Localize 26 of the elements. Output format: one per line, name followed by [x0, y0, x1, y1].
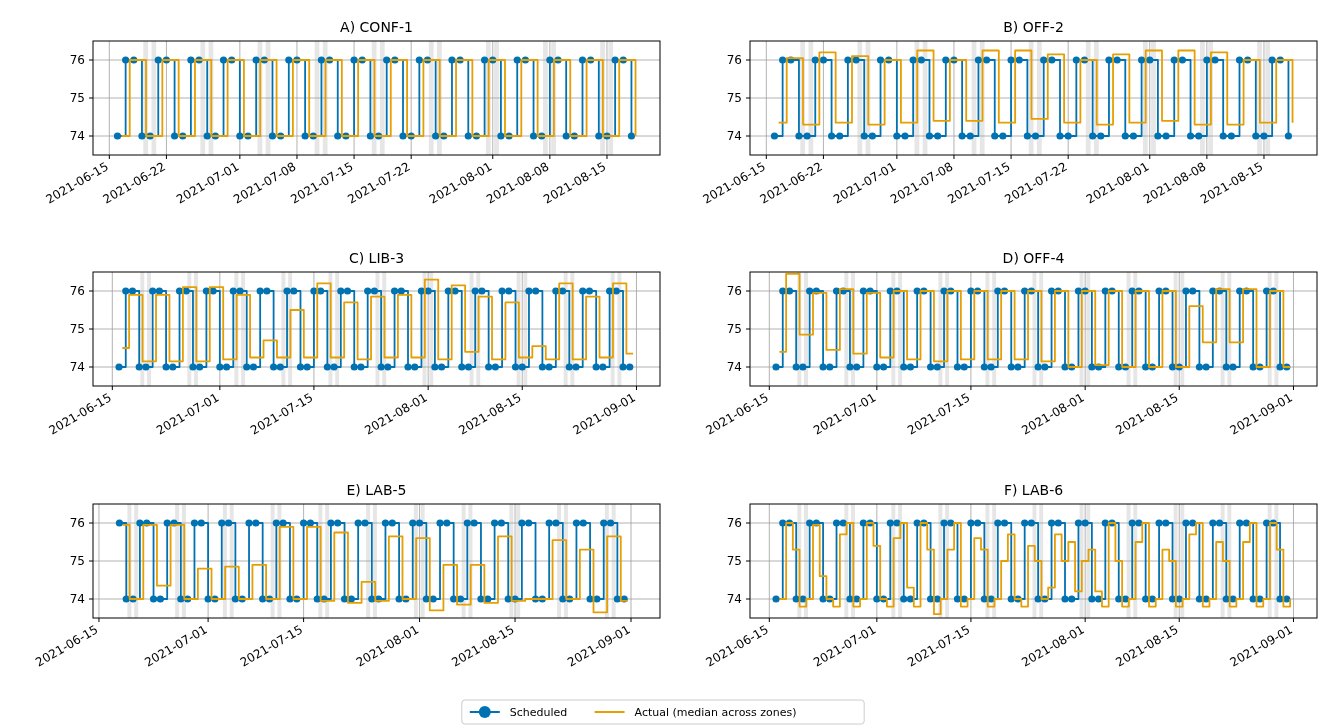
chart-title: E) LAB-5 [346, 482, 407, 498]
y-tick-label: 74 [726, 592, 742, 607]
chart-title: C) LIB-3 [348, 250, 405, 266]
chart-title: F) LAB-6 [1003, 482, 1064, 498]
y-tick-label: 75 [69, 91, 85, 106]
y-tick-label: 74 [726, 129, 742, 144]
y-tick-label: 75 [726, 554, 742, 569]
y-tick-label: 74 [726, 360, 742, 375]
chart-title: D) OFF-4 [1002, 250, 1065, 266]
y-tick-label: 76 [69, 516, 85, 531]
y-tick-label: 75 [69, 322, 85, 337]
y-tick-label: 76 [69, 53, 85, 68]
y-tick-label: 76 [726, 284, 742, 299]
legend-label: Scheduled [509, 705, 568, 719]
y-tick-label: 75 [726, 91, 742, 106]
y-tick-label: 74 [69, 129, 85, 144]
y-tick-label: 76 [726, 516, 742, 531]
y-tick-label: 75 [69, 554, 85, 569]
y-tick-label: 74 [69, 360, 85, 375]
legend-label: Actual (median across zones) [634, 705, 797, 719]
chart-title: A) CONF-1 [340, 19, 413, 35]
y-tick-label: 75 [726, 322, 742, 337]
chart-title: B) OFF-2 [1003, 19, 1064, 35]
y-tick-label: 76 [726, 53, 742, 68]
y-tick-label: 76 [69, 284, 85, 299]
y-tick-label: 74 [69, 592, 85, 607]
